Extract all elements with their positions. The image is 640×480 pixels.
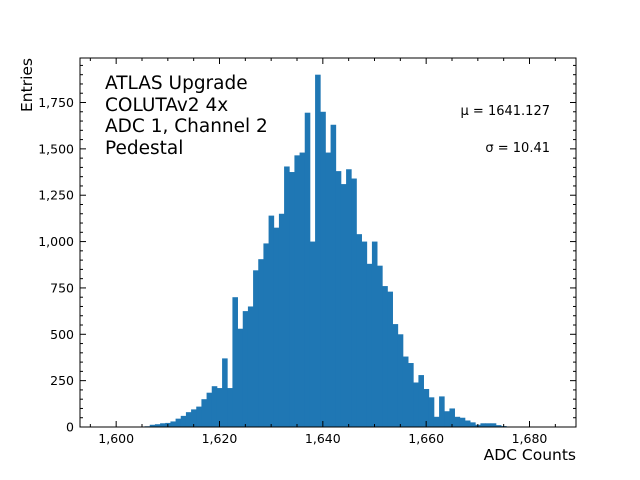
histogram-bar (361, 241, 368, 427)
x-tick-label: 1,620 (202, 431, 238, 446)
histogram-bar (485, 423, 492, 427)
histogram-bar (459, 417, 466, 427)
histogram-bar (170, 421, 176, 427)
histogram-bar (320, 111, 326, 428)
y-axis-label: Entries (18, 58, 36, 112)
histogram-bar (222, 358, 228, 427)
histogram-bar (227, 388, 233, 427)
histogram-bar (206, 392, 213, 427)
y-tick-label: 250 (50, 373, 74, 388)
histogram-bar (470, 422, 476, 427)
annotation-pedestal: Pedestal (105, 137, 184, 159)
histogram-bar (387, 291, 393, 427)
histogram-bar (284, 166, 290, 428)
histogram-bar (273, 227, 280, 427)
histogram-bar (480, 423, 486, 427)
histogram-bar (211, 386, 218, 427)
y-tick-label: 1,250 (38, 188, 74, 203)
histogram-bar (325, 152, 331, 427)
histogram-bar (423, 388, 430, 427)
x-tick-label: 1,640 (305, 431, 341, 446)
histogram-bar (371, 241, 378, 427)
histogram-bar (392, 324, 399, 427)
histogram-bar (444, 411, 450, 427)
x-tick-label: 1,680 (512, 431, 548, 446)
histogram-bar (454, 416, 461, 427)
histogram-bar (154, 424, 161, 427)
histogram-bar (278, 213, 285, 427)
histogram-bar (340, 184, 347, 427)
histogram-bar (258, 259, 264, 427)
histogram-bar (237, 328, 244, 427)
x-tick-label: 1,660 (408, 431, 444, 446)
histogram-bars (123, 74, 507, 428)
histogram-bar (180, 415, 187, 427)
histogram-bar (247, 306, 254, 427)
histogram-bar (304, 112, 311, 428)
histogram-bar (253, 270, 259, 427)
histogram-bar (315, 74, 321, 427)
histogram-bar (433, 416, 440, 427)
annotation-coluta: COLUTAv2 4x (105, 94, 229, 116)
y-tick-label: 750 (50, 280, 74, 295)
tick-labels: 1,600 1,620 1,640 1,660 1,680 0 250 500 750 1,000… (38, 95, 547, 446)
histogram-bar (160, 423, 166, 427)
histogram-bar (382, 286, 388, 427)
histogram-bar (263, 243, 269, 427)
y-tick-label: 1,500 (38, 141, 74, 156)
histogram-bar (408, 363, 414, 427)
histogram-bar (418, 375, 424, 427)
histogram-bar (175, 418, 182, 427)
histogram-bar (330, 124, 337, 427)
histogram-bar (439, 396, 445, 427)
histogram-bar (268, 215, 275, 427)
histogram-bar (289, 172, 295, 427)
histogram-bar (495, 425, 502, 427)
histogram-bar (335, 171, 342, 427)
annotation-adc-channel: ADC 1, Channel 2 (105, 116, 268, 137)
histogram-bar (397, 334, 404, 427)
histogram-bar (294, 155, 300, 427)
histogram-bar (351, 178, 357, 427)
x-tick-label: 1,600 (98, 431, 134, 446)
histogram-bar (201, 399, 207, 427)
histogram-bar (402, 356, 409, 427)
histogram-bar (149, 424, 156, 427)
mean-annotation: μ = 1641.127 (460, 104, 550, 119)
histogram-bar (490, 423, 497, 427)
histogram-bar (428, 397, 435, 427)
histogram-bar (346, 169, 352, 427)
histogram-bar (185, 412, 192, 427)
histogram-bar (413, 382, 419, 427)
histogram-bar (216, 388, 223, 427)
annotation-atlas-upgrade: ATLAS Upgrade (105, 73, 248, 94)
annotation-block: ATLAS Upgrade COLUTAv2 4x ADC 1, Channel… (105, 73, 268, 159)
histogram-bar (299, 152, 306, 427)
y-tick-label: 1,750 (38, 95, 74, 110)
histogram-bar (191, 409, 197, 427)
histogram-bar (242, 311, 249, 427)
histogram-bar (309, 241, 316, 427)
y-tick-label: 1,000 (38, 234, 74, 249)
x-axis-label: ADC Counts (484, 446, 576, 464)
y-tick-label: 0 (66, 420, 74, 435)
histogram-bar (196, 406, 202, 427)
y-tick-label: 500 (50, 327, 74, 342)
histogram-bar (366, 263, 373, 427)
histogram-bar (356, 234, 362, 427)
histogram-bar (449, 408, 455, 427)
histogram-bar (464, 420, 471, 427)
sigma-annotation: σ = 10.41 (485, 141, 550, 156)
histogram-bar (232, 297, 238, 427)
histogram-bar (377, 265, 383, 427)
axes-frame (79, 57, 577, 428)
